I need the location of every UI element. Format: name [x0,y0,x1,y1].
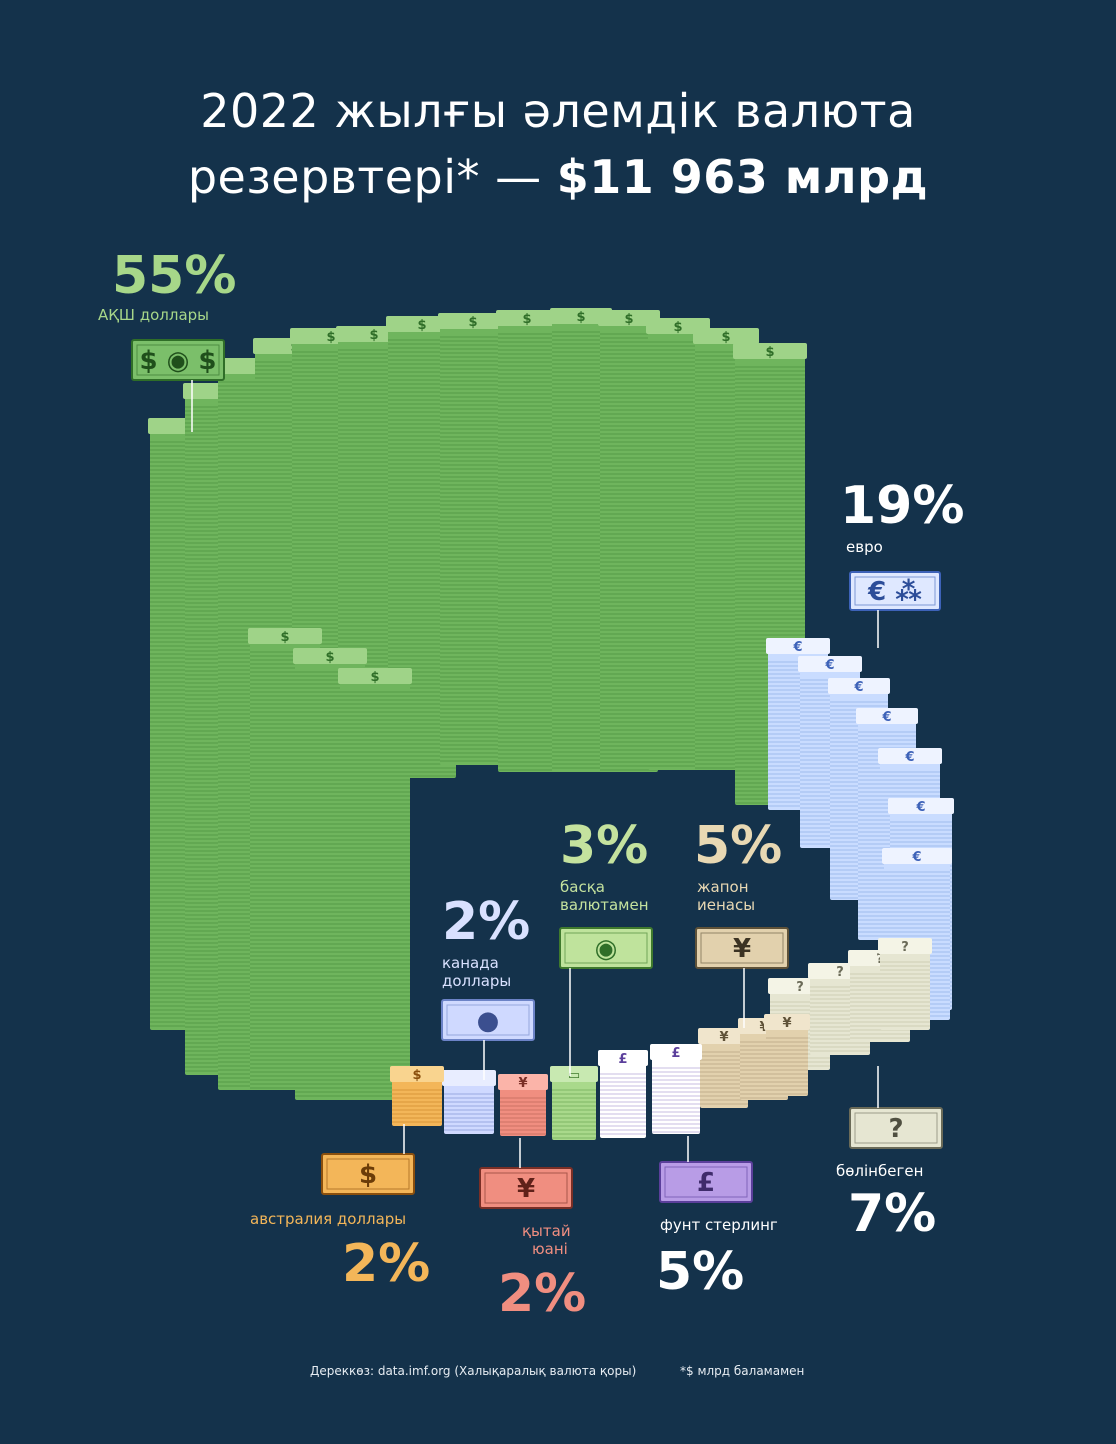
svg-text:€: € [904,750,914,765]
svg-text:?: ? [901,940,909,955]
svg-text:?: ? [796,980,804,995]
svg-text:●: ● [477,1006,500,1036]
dollar-banknote-icon: $ ◉ $ [131,339,225,381]
eur-percent: 19% [840,476,965,536]
svg-text:£: £ [618,1052,627,1067]
usd-stack-16: $ [338,668,412,1100]
gbp-stack-0: £ [598,1050,648,1138]
jpy-label-1: жапон [697,878,749,896]
svg-text:$: $ [468,315,477,330]
svg-text:$: $ [280,630,289,645]
svg-text:€: € [792,640,802,655]
other-stack-0: ▭ [550,1066,598,1140]
svg-text:$: $ [417,318,426,333]
svg-text:€: € [881,710,891,725]
usd-stack-8: $ [496,310,558,772]
cad-percent: 2% [442,892,531,952]
svg-text:£: £ [697,1168,715,1198]
svg-text:▭: ▭ [568,1068,580,1083]
svg-text:¥: ¥ [733,934,751,964]
title-prefix: резервтері* — [187,150,557,204]
svg-text:$: $ [522,312,531,327]
aud-stack-0: $ [390,1066,444,1126]
australian-banknote-icon: $ [321,1153,415,1195]
jpy-stack-2: ¥ [764,1014,810,1096]
yen-banknote-icon: ¥ [695,927,789,969]
pound-banknote-icon: £ [659,1161,753,1203]
svg-text:$: $ [624,312,633,327]
svg-text:$: $ [765,345,774,360]
svg-text:¥: ¥ [719,1030,728,1045]
svg-text:$: $ [325,650,334,665]
svg-text:¥: ¥ [782,1016,791,1031]
question-banknote-icon: ? [849,1107,943,1149]
svg-text:€: € [911,850,921,865]
aud-label: австралия доллары [250,1210,407,1228]
svg-text:$: $ [369,328,378,343]
svg-text:◉: ◉ [595,934,618,964]
cny-stack-0: ¥ [498,1074,548,1136]
cad-stack-0 [442,1070,496,1134]
generic-banknote-icon: ◉ [559,927,653,969]
svg-text:?: ? [836,965,844,980]
jpy-label-2: иенасы [697,896,756,914]
source-note: Дереккөз: data.imf.org (Халықаралық валю… [310,1364,637,1378]
svg-text:$ ◉ $: $ ◉ $ [140,346,217,376]
yuan-banknote-icon: ¥ [479,1167,573,1209]
jpy-percent: 5% [694,816,783,876]
svg-text:€: € [853,680,863,695]
title-total: $11 963 млрд [556,150,929,204]
svg-text:?: ? [888,1114,903,1144]
cny-label-2: юані [532,1240,568,1258]
usd-label: АҚШ доллары [98,306,209,324]
gbp-label: фунт стерлинг [660,1216,778,1234]
svg-text:€: € [915,800,925,815]
other-label-2: валютамен [560,896,649,914]
title-line-1: 2022 жылғы әлемдік валюта [200,84,916,138]
eur-label: евро [846,538,883,556]
svg-text:¥: ¥ [518,1076,527,1091]
cny-label-1: қытай [522,1222,571,1240]
svg-text:$: $ [576,310,585,325]
svg-text:¥: ¥ [517,1174,535,1204]
svg-text:$: $ [359,1160,377,1190]
aud-percent: 2% [342,1234,431,1294]
svg-text:$: $ [673,320,682,335]
footnote: *$ млрд баламамен [680,1364,805,1378]
title-line-2: резервтері* — $11 963 млрд [0,144,1116,210]
cad-label-1: канада [442,954,499,972]
svg-text:€: € [824,658,834,673]
svg-text:$: $ [326,330,335,345]
usd-percent: 55% [112,246,237,306]
other-label-1: басқа [560,878,605,896]
svg-text:$: $ [412,1068,421,1083]
svg-text:£: £ [671,1046,680,1061]
gbp-stack-1: £ [650,1044,702,1134]
canadian-banknote-icon: ● [441,999,535,1041]
svg-text:$: $ [370,670,379,685]
unallocated-label: бөлінбеген [836,1162,924,1180]
euro-banknote-icon: € ⁂ [849,571,941,611]
usd-stack-7: $ [438,313,508,765]
cny-percent: 2% [498,1264,587,1324]
svg-text:$: $ [721,330,730,345]
chart-title: 2022 жылғы әлемдік валюта резервтері* — … [0,78,1116,210]
unallocated-percent: 7% [848,1184,937,1244]
gbp-percent: 5% [656,1242,745,1302]
cad-label-2: доллары [442,972,512,990]
svg-text:€ ⁂: € ⁂ [867,577,922,607]
jpy-stack-0: ¥ [698,1028,750,1108]
unallocated-stack-3: ? [878,938,932,1030]
other-percent: 3% [560,816,649,876]
